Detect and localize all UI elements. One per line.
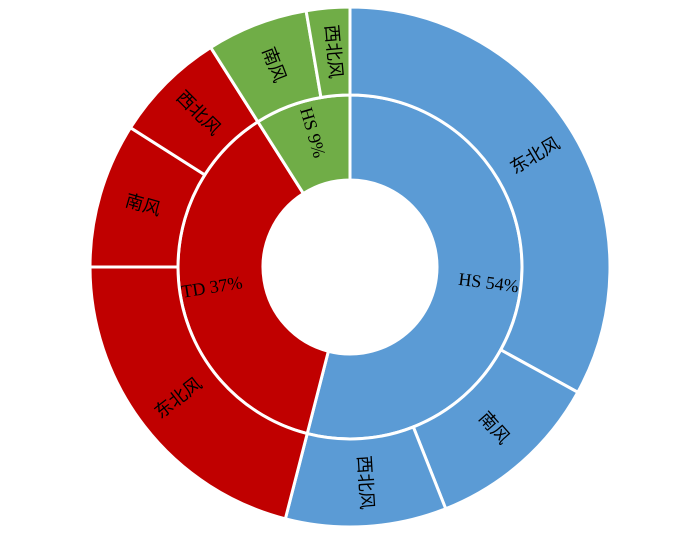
outer-segment [304, 5, 352, 100]
outer-label: 西北风 [321, 24, 346, 80]
outer-segment [348, 5, 612, 395]
outer-segment [88, 265, 310, 521]
outer-label: 西北风 [354, 455, 377, 510]
